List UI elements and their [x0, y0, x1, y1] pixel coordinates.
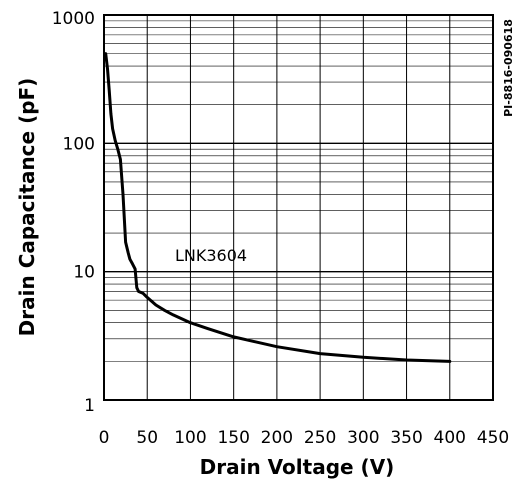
- x-tick-labels: 0 50 100 150 200 250 300 350 400 450: [99, 428, 510, 448]
- x-tick-label: 350: [390, 428, 422, 448]
- y-tick-label: 100: [63, 134, 95, 154]
- grid-lines: [104, 15, 493, 400]
- y-tick-label: 1000: [52, 9, 95, 29]
- curve-layer: [104, 52, 452, 363]
- figure-code: PI-8816-090618: [502, 19, 515, 117]
- y-tick-label: 10: [73, 263, 95, 283]
- x-tick-label: 250: [304, 428, 336, 448]
- part-number-label: LNK3604: [175, 246, 247, 265]
- y-tick-labels: 1 10 100 1000: [52, 9, 95, 416]
- y-axis-title: Drain Capacitance (pF): [15, 78, 39, 337]
- x-tick-label: 150: [217, 428, 249, 448]
- y-tick-label: 1: [84, 396, 95, 416]
- x-tick-label: 200: [261, 428, 293, 448]
- x-axis-title: Drain Voltage (V): [200, 455, 395, 479]
- capacitance-curve: [104, 52, 452, 363]
- x-tick-label: 50: [136, 428, 158, 448]
- x-tick-label: 100: [174, 428, 206, 448]
- x-tick-label: 0: [99, 428, 110, 448]
- x-tick-label: 300: [347, 428, 379, 448]
- x-tick-label: 400: [434, 428, 466, 448]
- x-tick-label: 450: [477, 428, 509, 448]
- plot-frame: [103, 14, 494, 401]
